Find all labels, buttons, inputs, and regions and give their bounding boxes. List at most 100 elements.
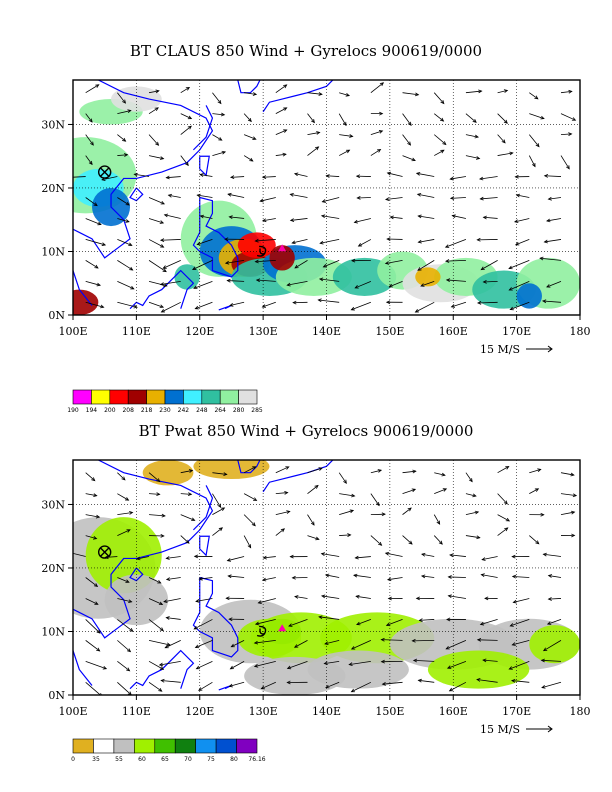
wind-vector bbox=[418, 239, 435, 243]
wind-vector bbox=[101, 176, 118, 181]
wind-vector-head bbox=[262, 218, 267, 223]
wind-vector bbox=[161, 301, 181, 313]
wind-vector-head bbox=[412, 658, 418, 663]
wind-vector bbox=[529, 113, 545, 119]
wind-vector-head bbox=[348, 662, 353, 667]
wind-vector-head bbox=[88, 118, 93, 123]
wind-vector bbox=[164, 214, 181, 219]
wind-vector bbox=[541, 659, 562, 662]
wind-vector bbox=[483, 659, 498, 662]
wind-vector-head bbox=[228, 683, 233, 688]
colorbar-swatch bbox=[134, 738, 156, 754]
wind-vector bbox=[294, 596, 308, 599]
wind-vector-head bbox=[509, 151, 514, 156]
colorbar-swatch bbox=[195, 738, 217, 754]
wind-vector bbox=[148, 639, 171, 646]
wind-vector-head bbox=[187, 492, 193, 497]
colorbar-label: 264 bbox=[214, 407, 226, 414]
wind-vector-head bbox=[541, 299, 547, 304]
wind-vector-head bbox=[385, 300, 391, 305]
x-tick-label: 130E bbox=[249, 325, 278, 338]
wind-vector bbox=[417, 193, 435, 198]
wind-vector-head bbox=[94, 264, 99, 269]
wind-vector bbox=[356, 619, 372, 625]
x-tick-label: 100E bbox=[58, 705, 87, 718]
wind-vector bbox=[560, 155, 570, 170]
wind-vector-head bbox=[441, 472, 446, 477]
wind-vector-head bbox=[376, 148, 382, 153]
wind-vector-head bbox=[261, 577, 267, 582]
wind-vector-head bbox=[319, 240, 324, 245]
wind-vector-head bbox=[323, 661, 328, 666]
wind-vector-head bbox=[438, 540, 443, 545]
cyclone-symbol bbox=[256, 245, 267, 257]
wind-vector-head bbox=[468, 478, 473, 483]
wind-vector-head bbox=[165, 616, 170, 620]
wind-vector-head bbox=[317, 298, 322, 303]
wind-vector-head bbox=[542, 647, 548, 652]
wind-vector-head bbox=[440, 117, 445, 122]
wind-vector-head bbox=[95, 84, 100, 88]
wind-vector bbox=[194, 619, 213, 630]
wind-vector bbox=[85, 280, 101, 286]
wind-vector-head bbox=[315, 146, 320, 151]
wind-vector-head bbox=[291, 240, 296, 245]
wind-vector-head bbox=[291, 575, 296, 580]
wind-vector-head bbox=[128, 242, 133, 247]
wind-vector-head bbox=[566, 165, 570, 170]
wind-vector-head bbox=[440, 149, 445, 154]
wind-vector-head bbox=[155, 141, 160, 146]
wind-vector bbox=[402, 470, 416, 474]
wind-vector-head bbox=[164, 644, 169, 649]
wind-vector bbox=[445, 259, 466, 262]
wind-vector-head bbox=[474, 510, 480, 515]
wind-vector-head bbox=[159, 220, 165, 224]
wind-vector-head bbox=[568, 132, 573, 136]
wind-vector-head bbox=[347, 533, 352, 537]
wind-vector bbox=[197, 194, 213, 198]
wind-vector-head bbox=[289, 193, 294, 197]
wind-vector-head bbox=[547, 574, 553, 578]
wind-vector bbox=[290, 193, 308, 198]
wind-vector bbox=[529, 92, 539, 100]
wind-vector-head bbox=[314, 484, 319, 489]
wind-vector bbox=[227, 280, 245, 282]
wind-vector-head bbox=[445, 645, 450, 650]
wind-vector bbox=[381, 639, 403, 641]
wind-vector bbox=[326, 175, 340, 177]
wind-vector bbox=[180, 125, 192, 135]
wind-vector bbox=[195, 301, 213, 310]
wind-vector bbox=[85, 239, 106, 246]
wind-vector bbox=[511, 680, 530, 683]
wind-vector bbox=[513, 598, 530, 603]
wind-vector-head bbox=[218, 137, 223, 141]
wind-vector bbox=[465, 535, 480, 539]
x-tick-label: 170E bbox=[502, 705, 531, 718]
vector-scale-arrow-head bbox=[547, 725, 553, 733]
wind-vector-head bbox=[159, 304, 165, 309]
wind-vector bbox=[465, 511, 479, 516]
wind-vector bbox=[288, 619, 308, 627]
wind-vector-head bbox=[475, 156, 481, 160]
wind-vector-head bbox=[505, 466, 510, 470]
wind-vector bbox=[450, 197, 466, 199]
wind-vector bbox=[166, 556, 181, 559]
wind-vector bbox=[243, 493, 257, 501]
wind-vector bbox=[294, 260, 308, 269]
wind-vector bbox=[529, 535, 540, 545]
wind-vector bbox=[481, 574, 498, 578]
wind-vector bbox=[421, 553, 435, 557]
wind-vector bbox=[275, 107, 287, 115]
shaded-region bbox=[73, 289, 99, 315]
wind-vector-head bbox=[512, 599, 517, 604]
wind-vector bbox=[117, 197, 130, 206]
wind-vector-head bbox=[325, 174, 330, 178]
wind-vector-head bbox=[253, 640, 259, 645]
wind-vector bbox=[339, 92, 350, 97]
wind-vector bbox=[85, 260, 99, 269]
wind-vector bbox=[168, 194, 181, 198]
wind-vector-head bbox=[193, 554, 199, 559]
wind-vector bbox=[262, 176, 276, 178]
wind-vector-head bbox=[247, 117, 252, 123]
wind-vector-head bbox=[262, 555, 267, 560]
